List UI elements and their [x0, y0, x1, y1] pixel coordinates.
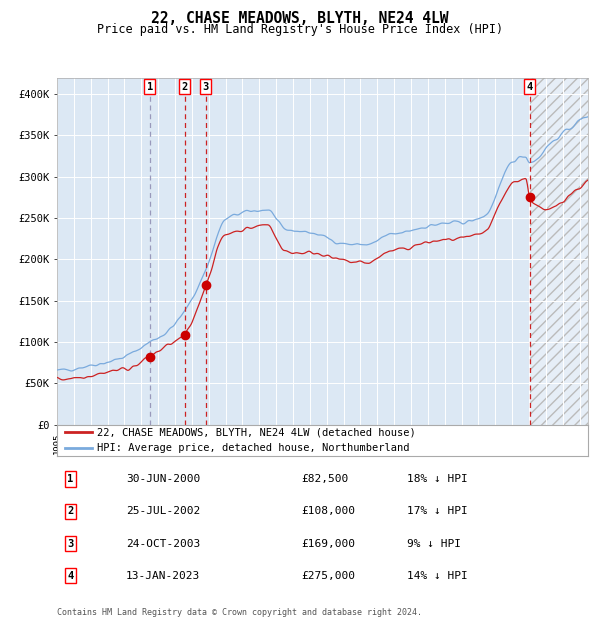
Text: 30-JUN-2000: 30-JUN-2000 — [126, 474, 200, 484]
Text: 14% ↓ HPI: 14% ↓ HPI — [407, 571, 468, 581]
Text: 1: 1 — [146, 82, 153, 92]
Text: 18% ↓ HPI: 18% ↓ HPI — [407, 474, 468, 484]
Text: 13-JAN-2023: 13-JAN-2023 — [126, 571, 200, 581]
Text: 4: 4 — [527, 82, 533, 92]
Text: 3: 3 — [203, 82, 209, 92]
Text: 2: 2 — [181, 82, 188, 92]
Text: 22, CHASE MEADOWS, BLYTH, NE24 4LW (detached house): 22, CHASE MEADOWS, BLYTH, NE24 4LW (deta… — [97, 427, 416, 438]
Text: 9% ↓ HPI: 9% ↓ HPI — [407, 539, 461, 549]
Text: 4: 4 — [67, 571, 73, 581]
Text: Contains HM Land Registry data © Crown copyright and database right 2024.: Contains HM Land Registry data © Crown c… — [57, 608, 422, 618]
Text: £275,000: £275,000 — [301, 571, 355, 581]
Text: 2: 2 — [67, 507, 73, 516]
Text: 25-JUL-2002: 25-JUL-2002 — [126, 507, 200, 516]
Text: 3: 3 — [67, 539, 73, 549]
Text: £108,000: £108,000 — [301, 507, 355, 516]
Text: £169,000: £169,000 — [301, 539, 355, 549]
Text: 1: 1 — [67, 474, 73, 484]
Text: HPI: Average price, detached house, Northumberland: HPI: Average price, detached house, Nort… — [97, 443, 409, 453]
Text: 24-OCT-2003: 24-OCT-2003 — [126, 539, 200, 549]
Text: 22, CHASE MEADOWS, BLYTH, NE24 4LW: 22, CHASE MEADOWS, BLYTH, NE24 4LW — [151, 11, 449, 26]
Text: £82,500: £82,500 — [301, 474, 349, 484]
Text: 17% ↓ HPI: 17% ↓ HPI — [407, 507, 468, 516]
Text: Price paid vs. HM Land Registry's House Price Index (HPI): Price paid vs. HM Land Registry's House … — [97, 23, 503, 36]
